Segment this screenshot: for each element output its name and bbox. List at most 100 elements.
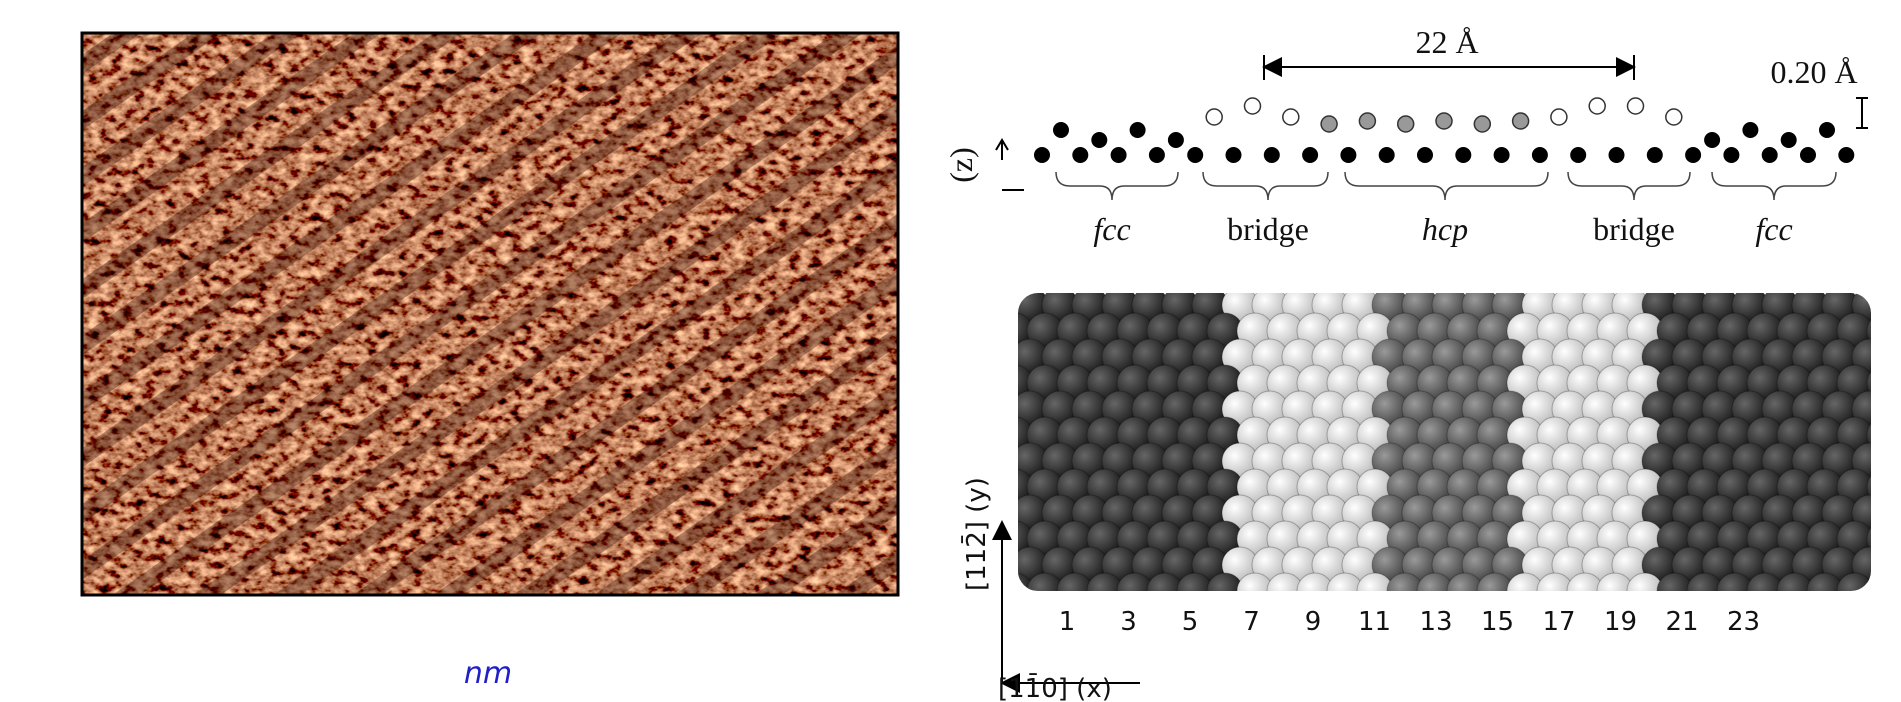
atom (1264, 147, 1280, 163)
atom (1882, 339, 1901, 375)
column-number: 7 (1243, 607, 1260, 637)
column-number: 13 (1419, 607, 1452, 637)
atom (1436, 113, 1452, 129)
atom (1034, 147, 1050, 163)
brace (1203, 172, 1328, 200)
atom (1897, 469, 1901, 505)
atom (982, 443, 1018, 479)
atom (1340, 147, 1356, 163)
atom (1882, 443, 1901, 479)
brace (1056, 172, 1178, 200)
atom (1867, 417, 1901, 453)
atom (1762, 147, 1778, 163)
z-label: (z) (943, 147, 979, 183)
atom (1494, 147, 1510, 163)
region-label: hcp (1422, 211, 1468, 247)
brace (1568, 172, 1690, 200)
atom (1867, 469, 1901, 505)
atom (1417, 147, 1433, 163)
atom (1398, 116, 1414, 132)
x-axis-label: nm (464, 656, 512, 691)
atom (1053, 122, 1069, 138)
atom (1819, 122, 1835, 138)
column-number: 1 (1059, 607, 1076, 637)
atom (1800, 147, 1816, 163)
atom-profile: fcc bridge hcp bridge fcc (1034, 98, 1854, 247)
atom (1359, 113, 1375, 129)
region-label: bridge (1593, 211, 1675, 247)
figure: nm 22 Å 0.20 Å (z) fccbridgehcpbridgefcc… (0, 0, 1901, 702)
atom (1838, 147, 1854, 163)
atom (1149, 147, 1165, 163)
atom (1742, 122, 1758, 138)
atom (1379, 147, 1395, 163)
region-label: bridge (1227, 211, 1309, 247)
atom (1867, 521, 1901, 557)
atom (1206, 109, 1222, 125)
atom (1091, 132, 1107, 148)
atom (982, 339, 1018, 375)
z-arrow (996, 140, 1024, 190)
height-label: 0.20 Å (1770, 54, 1857, 90)
atom (1882, 287, 1901, 323)
y-direction-label: [112̄] (y) (960, 477, 992, 591)
atom (1781, 132, 1797, 148)
column-number: 11 (1358, 607, 1391, 637)
atom (1455, 147, 1471, 163)
region-label: fcc (1755, 211, 1792, 247)
atom (1882, 547, 1901, 583)
column-number: 9 (1305, 607, 1322, 637)
column-number: 15 (1481, 607, 1514, 637)
atom (1283, 109, 1299, 125)
atom (1666, 109, 1682, 125)
atom (1187, 147, 1203, 163)
atom (1882, 495, 1901, 531)
column-number: 21 (1665, 607, 1698, 637)
atom (1551, 109, 1567, 125)
atom (1474, 116, 1490, 132)
atom (1867, 313, 1901, 349)
height-bar (1856, 98, 1868, 128)
atom (1111, 147, 1127, 163)
atom (1882, 391, 1901, 427)
atom (1897, 521, 1901, 557)
distance-label: 22 Å (1415, 24, 1478, 60)
atom (1168, 132, 1184, 148)
atom (1897, 417, 1901, 453)
atom (982, 391, 1018, 427)
atom (1897, 313, 1901, 349)
atom (1226, 147, 1242, 163)
atom (1321, 116, 1337, 132)
atom (1897, 573, 1901, 609)
atom (1302, 147, 1318, 163)
atom (1897, 365, 1901, 401)
atom (1723, 147, 1739, 163)
region-label: fcc (1093, 211, 1130, 247)
atom (1609, 147, 1625, 163)
atom (1072, 147, 1088, 163)
atom (1589, 98, 1605, 114)
atom (1837, 573, 1873, 609)
atom (1867, 573, 1901, 609)
atom (1570, 147, 1586, 163)
atom (1628, 98, 1644, 114)
atom (982, 287, 1018, 323)
brace (1712, 172, 1836, 200)
atom (1647, 147, 1663, 163)
atom (1532, 147, 1548, 163)
x-direction-label: [11̄0] (x) (998, 672, 1112, 702)
column-number: 3 (1120, 607, 1137, 637)
atom-model (982, 287, 1901, 609)
column-number: 5 (1182, 607, 1199, 637)
brace (1345, 172, 1548, 200)
column-number: 19 (1604, 607, 1637, 637)
atom (1130, 122, 1146, 138)
atom (1704, 132, 1720, 148)
atom (1513, 113, 1529, 129)
column-number: 17 (1542, 607, 1575, 637)
atom (1245, 98, 1261, 114)
atom (1867, 365, 1901, 401)
atom (1685, 147, 1701, 163)
stm-image (82, 33, 898, 595)
